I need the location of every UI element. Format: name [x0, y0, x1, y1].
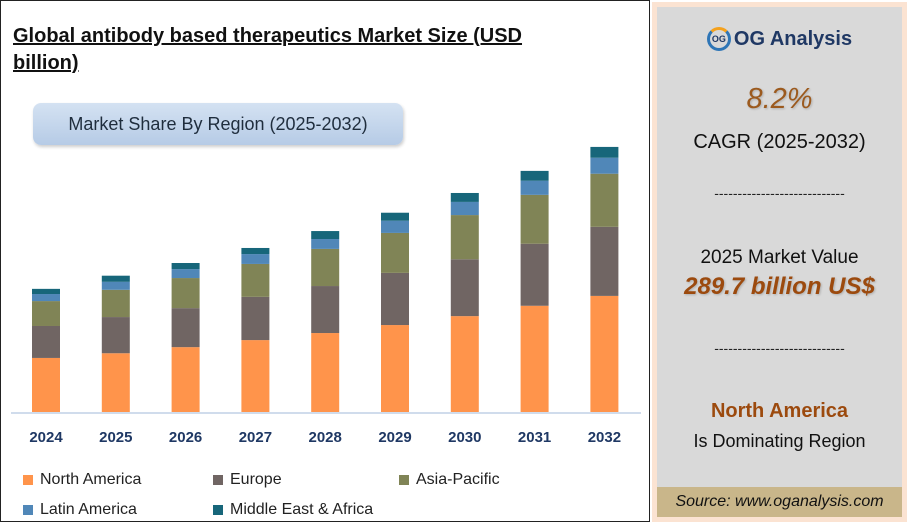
bar-segment-latin-america-2029: [381, 220, 409, 233]
bar-segment-middle-east-africa-2024: [32, 288, 60, 295]
source-link[interactable]: Source: www.oganalysis.com: [657, 487, 902, 517]
bar-segment-north-america-2030: [450, 316, 479, 412]
bar-segment-latin-america-2032: [590, 157, 619, 174]
legend-item: North America: [23, 471, 141, 489]
bar-segment-asia-pacific-2030: [450, 215, 479, 260]
bar-segment-europe-2029: [381, 272, 409, 326]
bar-segment-asia-pacific-2028: [311, 248, 340, 287]
bar-segment-europe-2028: [311, 286, 340, 334]
bar-segment-asia-pacific-2024: [32, 301, 60, 326]
legend-item: Latin America: [23, 501, 137, 519]
x-tick-label: 2028: [309, 429, 342, 446]
x-tick-label: 2024: [29, 429, 63, 446]
bar-segment-latin-america-2026: [171, 269, 200, 279]
x-tick-label: 2031: [518, 429, 551, 446]
legend-label: Middle East & Africa: [230, 501, 374, 518]
stacked-bar-chart: 2024 2025 2026 2027 2028 2029 2030 2031 2032: [11, 146, 641, 446]
legend-swatch: [213, 475, 223, 485]
bar-segment-asia-pacific-2031: [520, 194, 549, 244]
bar-segment-europe-2027: [241, 296, 270, 341]
bar-segment-north-america-2029: [381, 325, 409, 412]
bar-segment-latin-america-2027: [241, 254, 270, 264]
og-analysis-logo: OG OG Analysis: [657, 27, 902, 51]
bar-segment-latin-america-2025: [101, 281, 130, 290]
bar-segment-middle-east-africa-2030: [450, 192, 479, 202]
bar-segment-europe-2031: [520, 243, 549, 306]
bar-segment-north-america-2026: [171, 347, 200, 412]
x-tick-label: 2029: [378, 429, 411, 446]
bar-segment-europe-2030: [450, 259, 479, 317]
divider: ----------------------------: [714, 185, 845, 201]
bar-segment-europe-2025: [101, 317, 130, 354]
x-tick-label: 2025: [99, 429, 132, 446]
legend-swatch: [399, 475, 409, 485]
dominating-region: North America: [710, 400, 849, 422]
summary-panel: OG OG Analysis 8.2% CAGR (2025-2032) ---…: [652, 2, 907, 522]
bar-segment-asia-pacific-2029: [381, 232, 409, 273]
bar-segment-asia-pacific-2027: [241, 263, 270, 297]
legend-swatch: [23, 475, 33, 485]
legend-label: Asia-Pacific: [416, 471, 500, 488]
bar-segment-north-america-2032: [590, 295, 619, 412]
x-tick-label: 2030: [448, 429, 481, 446]
legend-item: Middle East & Africa: [213, 501, 373, 519]
chart-title: Global antibody based therapeutics Marke…: [13, 25, 523, 74]
bar-segment-latin-america-2024: [32, 294, 60, 302]
bar-segment-middle-east-africa-2032: [590, 146, 619, 158]
legend-label: Europe: [230, 471, 282, 488]
cagr-label: CAGR (2025-2032): [693, 131, 866, 153]
cagr-value: 8.2%: [746, 83, 813, 115]
bar-segment-latin-america-2028: [311, 239, 340, 249]
legend-item: Asia-Pacific: [399, 471, 500, 489]
market-value-label: 2025 Market Value: [700, 247, 859, 268]
bar-segment-europe-2032: [590, 226, 619, 296]
bar-segment-latin-america-2031: [520, 180, 549, 195]
og-logo-icon: OG: [706, 27, 731, 51]
bar-segment-north-america-2027: [241, 340, 270, 412]
bar-segment-asia-pacific-2032: [590, 173, 619, 227]
x-tick-label: 2027: [239, 429, 272, 446]
legend-swatch: [213, 505, 223, 515]
bar-segment-latin-america-2030: [450, 201, 479, 216]
bar-segment-asia-pacific-2026: [171, 278, 200, 309]
region-share-pill: Market Share By Region (2025-2032): [33, 103, 403, 145]
divider: ----------------------------: [714, 340, 845, 356]
chart-panel: Global antibody based therapeutics Marke…: [0, 0, 650, 522]
legend-swatch: [23, 505, 33, 515]
legend-label: Latin America: [40, 501, 137, 518]
bar-segment-north-america-2025: [101, 353, 130, 412]
bar-segment-europe-2026: [171, 308, 200, 348]
bar-segment-middle-east-africa-2029: [381, 212, 409, 221]
logo-text: OG Analysis: [733, 27, 853, 50]
bar-segment-middle-east-africa-2031: [520, 170, 549, 181]
bar-segment-middle-east-africa-2027: [241, 247, 270, 255]
bar-segment-north-america-2028: [311, 333, 340, 412]
bar-segment-middle-east-africa-2028: [311, 231, 340, 240]
x-tick-label: 2026: [169, 429, 202, 446]
legend-label: North America: [40, 471, 142, 488]
x-tick-label: 2032: [588, 429, 621, 446]
bar-segment-middle-east-africa-2026: [171, 263, 200, 270]
bar-segment-north-america-2024: [32, 357, 60, 412]
legend-item: Europe: [213, 471, 282, 489]
market-value: 289.7 billion US$: [684, 273, 875, 300]
bar-segment-north-america-2031: [520, 305, 549, 412]
dominating-label: Is Dominating Region: [693, 431, 866, 451]
bar-segment-asia-pacific-2025: [101, 289, 130, 318]
bar-segment-europe-2024: [32, 325, 60, 358]
bar-segment-middle-east-africa-2025: [101, 275, 130, 282]
